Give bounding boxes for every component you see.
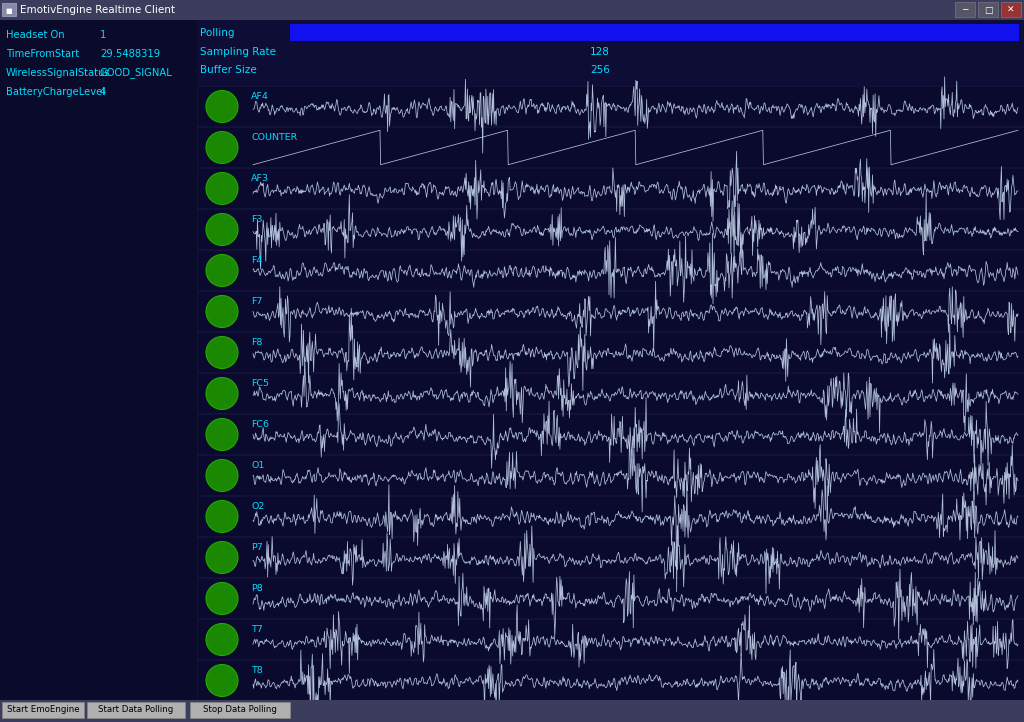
Text: AF3: AF3 <box>251 174 269 183</box>
Text: □: □ <box>984 6 992 14</box>
Bar <box>87 702 185 718</box>
Circle shape <box>206 336 238 368</box>
Circle shape <box>206 664 238 697</box>
Circle shape <box>206 131 238 163</box>
Bar <box>2 3 16 16</box>
Bar <box>197 455 1024 495</box>
Text: P8: P8 <box>251 584 263 593</box>
Text: 256: 256 <box>590 65 610 75</box>
Bar <box>197 373 1024 413</box>
Text: F7: F7 <box>251 297 262 306</box>
Text: 29.5488319: 29.5488319 <box>100 49 160 59</box>
Text: F4: F4 <box>251 256 262 265</box>
Text: COUNTER: COUNTER <box>251 133 297 142</box>
Text: Stop Data Polling: Stop Data Polling <box>203 705 276 715</box>
Text: ■: ■ <box>6 8 12 14</box>
Bar <box>197 209 1024 249</box>
Bar <box>197 496 1024 536</box>
Text: Polling: Polling <box>200 28 234 38</box>
Bar <box>197 537 1024 577</box>
Circle shape <box>206 542 238 573</box>
Text: F8: F8 <box>251 338 262 347</box>
Text: P7: P7 <box>251 543 263 552</box>
Text: EmotivEngine Realtime Client: EmotivEngine Realtime Client <box>20 5 175 15</box>
Text: WirelessSignalStatus: WirelessSignalStatus <box>6 68 111 78</box>
Bar <box>955 2 975 17</box>
Text: 1: 1 <box>100 30 106 40</box>
Bar <box>197 578 1024 618</box>
Circle shape <box>206 173 238 204</box>
Text: 128: 128 <box>590 47 610 57</box>
Bar <box>197 86 1024 126</box>
Text: F3: F3 <box>251 215 262 224</box>
Bar <box>978 2 998 17</box>
Text: TimeFromStart: TimeFromStart <box>6 49 79 59</box>
Circle shape <box>206 459 238 492</box>
Text: ─: ─ <box>963 6 968 14</box>
Bar <box>0 0 1024 20</box>
Text: 4: 4 <box>100 87 106 97</box>
Circle shape <box>206 214 238 245</box>
Circle shape <box>206 378 238 409</box>
Text: T7: T7 <box>251 625 263 634</box>
Bar <box>197 619 1024 659</box>
Text: GOOD_SIGNAL: GOOD_SIGNAL <box>100 68 173 79</box>
Bar <box>197 250 1024 290</box>
Text: Sampling Rate: Sampling Rate <box>200 47 276 57</box>
Text: Headset On: Headset On <box>6 30 65 40</box>
Bar <box>197 127 1024 167</box>
Text: Start Data Polling: Start Data Polling <box>98 705 174 715</box>
Text: AF4: AF4 <box>251 92 269 101</box>
Circle shape <box>206 583 238 614</box>
Circle shape <box>206 419 238 451</box>
Bar <box>197 414 1024 454</box>
Text: Start EmoEngine: Start EmoEngine <box>7 705 79 715</box>
Text: FC5: FC5 <box>251 379 269 388</box>
Circle shape <box>206 254 238 287</box>
Text: ✕: ✕ <box>1008 6 1015 14</box>
Bar <box>190 702 290 718</box>
Bar <box>197 332 1024 372</box>
Circle shape <box>206 90 238 123</box>
Text: BatteryChargeLevel: BatteryChargeLevel <box>6 87 105 97</box>
Text: O1: O1 <box>251 461 264 470</box>
Bar <box>2 702 84 718</box>
Bar <box>0 700 1024 722</box>
Text: O2: O2 <box>251 502 264 511</box>
Bar <box>197 291 1024 331</box>
Text: Buffer Size: Buffer Size <box>200 65 257 75</box>
Bar <box>197 168 1024 208</box>
Circle shape <box>206 500 238 533</box>
Bar <box>197 660 1024 700</box>
Bar <box>290 24 1019 41</box>
Circle shape <box>206 624 238 656</box>
Text: FC6: FC6 <box>251 420 269 429</box>
Bar <box>1001 2 1021 17</box>
Circle shape <box>206 295 238 328</box>
Bar <box>0 20 197 700</box>
Text: T8: T8 <box>251 666 263 675</box>
